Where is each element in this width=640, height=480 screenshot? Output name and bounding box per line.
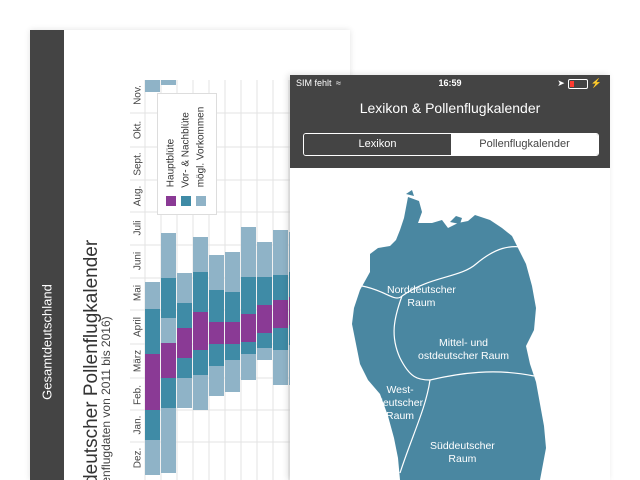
legend-swatch-pre-post (181, 196, 191, 206)
border-middle-west (393, 295, 431, 381)
nav-title: Lexikon & Pollenflugkalender (359, 100, 541, 116)
location-icon: ➤ (557, 78, 565, 88)
calendar-bar (161, 278, 176, 318)
calendar-bar (241, 277, 256, 314)
battery-icon (567, 78, 588, 89)
region-label-west[interactable]: West- deutscher Raum (377, 384, 424, 422)
calendar-bar (225, 252, 240, 292)
calendar-bar (225, 292, 240, 322)
germany-shape (352, 197, 546, 480)
calendar-bar (161, 343, 176, 378)
legend-swatch-main (166, 196, 176, 206)
calendar-bar (257, 333, 272, 348)
calendar-bar (161, 408, 176, 473)
calendar-bar (225, 322, 240, 344)
calendar-bar (209, 344, 224, 366)
region-label-middle-east[interactable]: Mittel- und ostdeutscher Raum (418, 337, 510, 362)
calendar-bar (145, 440, 160, 475)
phone-screen: SIM fehlt ≈ 16:59 ➤ ⚡ Lexikon & Pollenfl… (290, 75, 610, 480)
segment-lexikon[interactable]: Lexikon (304, 134, 451, 155)
app-header: SIM fehlt ≈ 16:59 ➤ ⚡ Lexikon & Pollenfl… (290, 75, 610, 168)
region-label-south[interactable]: Süddeutscher Raum (430, 440, 495, 465)
border-west-south (399, 379, 431, 474)
calendar-bar (273, 328, 288, 350)
calendar-bar (161, 80, 176, 85)
calendar-bar (177, 273, 192, 303)
legend-label-possible: mögl. Vorkommen (195, 106, 207, 188)
wifi-icon: ≈ (336, 78, 341, 88)
calendar-bar (193, 272, 208, 312)
calendar-bar (257, 277, 272, 305)
calendar-bar (225, 360, 240, 392)
calendar-bar (209, 322, 224, 344)
calendar-bar (145, 410, 160, 440)
calendar-bar (209, 255, 224, 290)
status-time: 16:59 (438, 78, 462, 88)
calendar-bar (193, 312, 208, 350)
calendar-bar (273, 300, 288, 328)
calendar-bar (241, 342, 256, 354)
status-carrier: SIM fehlt ≈ (296, 78, 341, 88)
calendar-bar (193, 237, 208, 272)
calendar-bar (145, 282, 160, 309)
calendar-bar (193, 350, 208, 375)
calendar-bar (193, 375, 208, 410)
calendar-bar (177, 303, 192, 328)
calendar-bar (273, 275, 288, 300)
calendar-bar (177, 358, 192, 378)
charging-icon: ⚡ (590, 78, 602, 88)
calendar-bar (177, 378, 192, 408)
calendar-bar (273, 350, 288, 385)
region-band: Gesamtdeutschland (30, 30, 64, 480)
calendar-bar (257, 305, 272, 333)
border-middle-south (429, 371, 535, 381)
segment-pollenflugkalender[interactable]: Pollenflugkalender (451, 134, 598, 155)
calendar-bar (209, 290, 224, 322)
legend-label-main: Hauptblüte (165, 138, 177, 188)
calendar-bar (209, 366, 224, 396)
legend-swatch-possible (196, 196, 206, 206)
segmented-control: Lexikon Pollenflugkalender (303, 133, 599, 156)
calendar-legend (157, 93, 217, 215)
calendar-bar (145, 354, 160, 410)
calendar-bar (145, 309, 160, 354)
border-north (361, 245, 529, 299)
calendar-bar (241, 354, 256, 380)
germany-map (352, 190, 546, 480)
calendar-bar (161, 378, 176, 408)
calendar-bar (177, 328, 192, 358)
region-label-north[interactable]: Norddeutscher Raum (387, 284, 456, 309)
calendar-bar (257, 242, 272, 277)
calendar-bar (273, 230, 288, 275)
calendar-bar (225, 344, 240, 360)
calendar-bar (241, 227, 256, 277)
status-right: ➤ ⚡ (557, 78, 602, 89)
calendar-bar (145, 80, 160, 92)
calendar-bar (241, 314, 256, 342)
legend-label-pre-post: Vor- & Nachblüte (180, 112, 192, 188)
calendar-bar (257, 348, 272, 360)
calendar-bar (161, 233, 176, 278)
calendar-bar (161, 318, 176, 343)
